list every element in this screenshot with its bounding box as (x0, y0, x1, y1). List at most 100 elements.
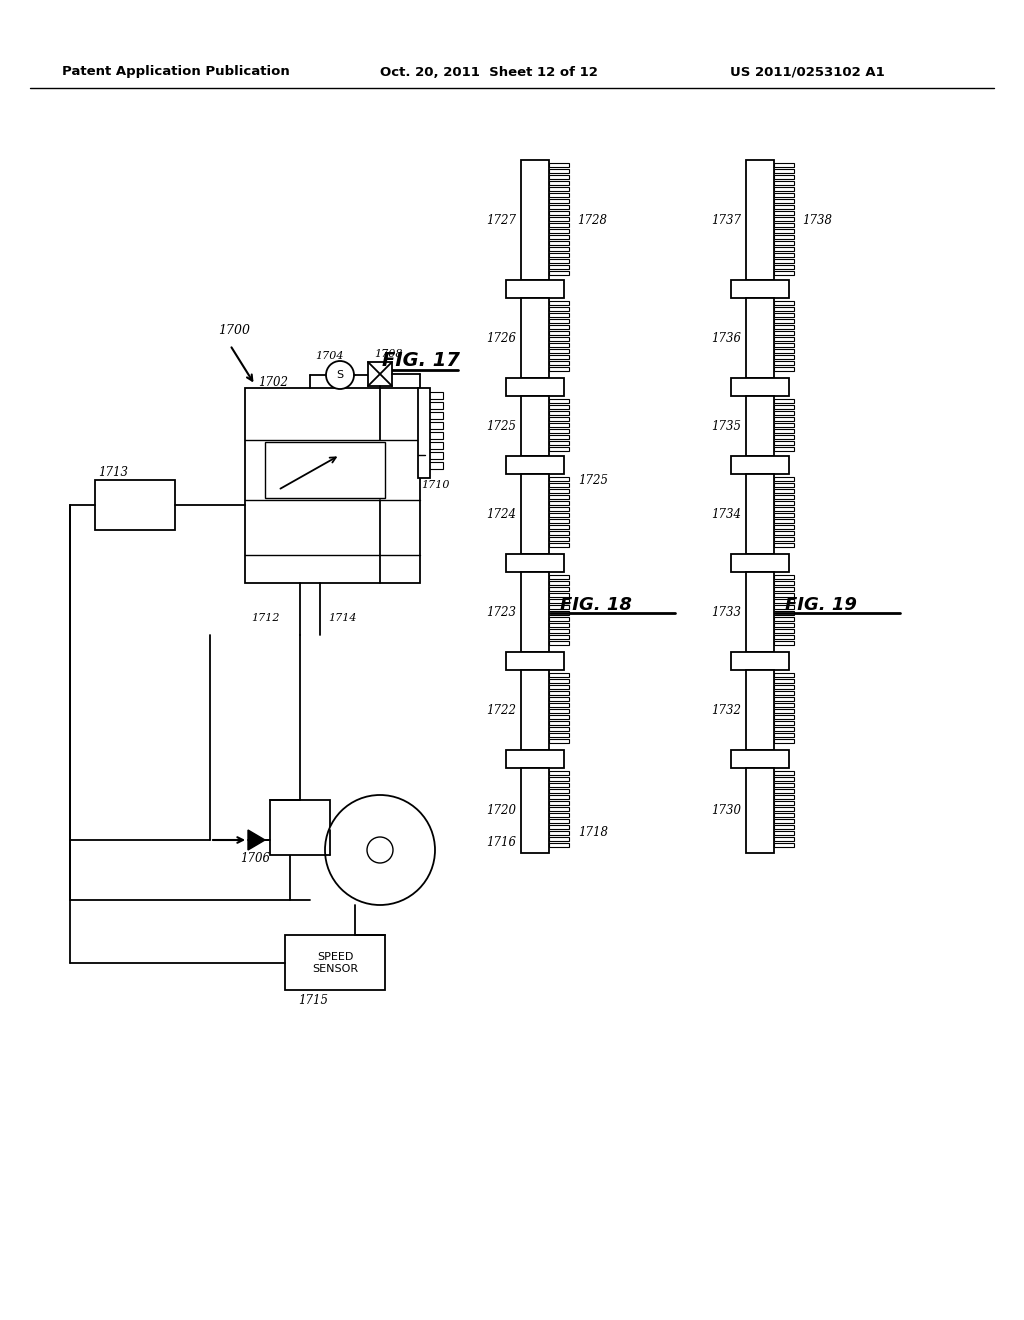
Text: 1733: 1733 (711, 606, 741, 619)
Bar (774, 259, 794, 263)
Bar (549, 483, 569, 487)
Bar (549, 715, 569, 719)
Text: S: S (337, 370, 344, 380)
Bar (774, 176, 794, 180)
Bar (774, 483, 794, 487)
Text: 1732: 1732 (711, 704, 741, 717)
Bar (731, 280, 790, 298)
Bar (774, 405, 794, 409)
Bar (549, 441, 569, 445)
Bar (774, 193, 794, 197)
Bar (774, 795, 794, 799)
Bar (549, 325, 569, 329)
Bar (774, 704, 794, 708)
Bar (774, 587, 794, 591)
Bar (774, 513, 794, 517)
Bar (425, 451, 443, 459)
Bar (774, 581, 794, 585)
Text: SPEED
SENSOR: SPEED SENSOR (312, 952, 358, 974)
Bar (774, 417, 794, 421)
Text: 1735: 1735 (711, 420, 741, 433)
Bar (521, 768, 549, 853)
Bar (774, 360, 794, 366)
Bar (425, 392, 443, 399)
Bar (774, 355, 794, 359)
Bar (549, 733, 569, 737)
Bar (549, 507, 569, 511)
Bar (549, 313, 569, 317)
Bar (774, 211, 794, 215)
Bar (774, 367, 794, 371)
Bar (774, 247, 794, 251)
Bar (774, 832, 794, 836)
Bar (521, 671, 549, 750)
Bar (549, 337, 569, 341)
Bar (549, 727, 569, 731)
Bar (774, 228, 794, 234)
Bar (549, 411, 569, 414)
Bar (549, 216, 569, 220)
Bar (425, 422, 443, 429)
Bar (774, 531, 794, 535)
Text: 1708: 1708 (374, 348, 402, 359)
Bar (774, 605, 794, 609)
Bar (774, 199, 794, 203)
Bar (731, 378, 790, 396)
Bar (549, 832, 569, 836)
Bar (549, 343, 569, 347)
Bar (549, 739, 569, 743)
Bar (774, 818, 794, 822)
Bar (774, 422, 794, 426)
Bar (549, 181, 569, 185)
Bar (425, 442, 443, 449)
Bar (549, 513, 569, 517)
Bar (521, 572, 549, 652)
Bar (506, 378, 564, 396)
Bar (549, 271, 569, 275)
Bar (549, 813, 569, 817)
Bar (774, 543, 794, 546)
Text: 1702: 1702 (258, 375, 288, 388)
Bar (368, 362, 392, 385)
Bar (774, 576, 794, 579)
Bar (774, 807, 794, 810)
Text: 1724: 1724 (486, 507, 516, 520)
Bar (774, 727, 794, 731)
Bar (549, 502, 569, 506)
Bar (549, 247, 569, 251)
Bar (774, 813, 794, 817)
Bar (774, 301, 794, 305)
Bar (774, 447, 794, 451)
Bar (549, 193, 569, 197)
Bar (774, 678, 794, 682)
Bar (774, 507, 794, 511)
Bar (549, 169, 569, 173)
Bar (774, 253, 794, 257)
Bar (549, 630, 569, 634)
Bar (549, 519, 569, 523)
Bar (774, 733, 794, 737)
Bar (774, 399, 794, 403)
Bar (746, 768, 774, 853)
Bar (774, 771, 794, 775)
Bar (549, 253, 569, 257)
Bar (549, 807, 569, 810)
Bar (549, 447, 569, 451)
Bar (549, 429, 569, 433)
Text: 1725: 1725 (486, 420, 516, 433)
Bar (774, 181, 794, 185)
Bar (774, 616, 794, 620)
Bar (774, 721, 794, 725)
Bar (549, 348, 569, 352)
Bar (549, 709, 569, 713)
Bar (549, 211, 569, 215)
Bar (506, 750, 564, 768)
Bar (774, 777, 794, 781)
Bar (521, 298, 549, 378)
Bar (425, 432, 443, 440)
Bar (774, 783, 794, 787)
Bar (774, 630, 794, 634)
Text: 1728: 1728 (577, 214, 607, 227)
Bar (774, 685, 794, 689)
Bar (774, 441, 794, 445)
